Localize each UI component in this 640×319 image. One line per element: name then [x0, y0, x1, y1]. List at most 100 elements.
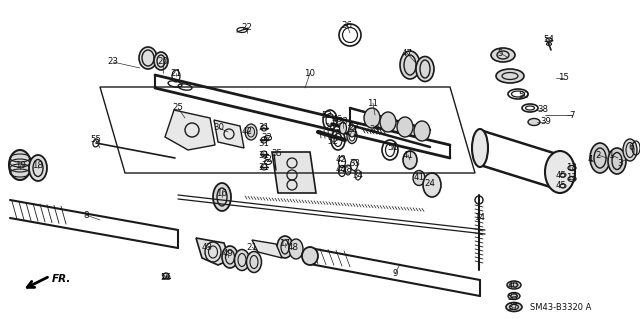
- Ellipse shape: [289, 239, 303, 259]
- Text: SM43-B3320 A: SM43-B3320 A: [530, 303, 591, 313]
- Ellipse shape: [491, 48, 515, 62]
- Ellipse shape: [403, 151, 417, 169]
- Text: 33: 33: [337, 116, 349, 125]
- Ellipse shape: [608, 148, 626, 174]
- Text: 30: 30: [214, 123, 225, 132]
- Ellipse shape: [234, 249, 250, 271]
- Text: 46: 46: [332, 115, 342, 124]
- Text: 22: 22: [241, 24, 253, 33]
- Text: 31: 31: [259, 164, 269, 173]
- Text: 45: 45: [556, 181, 566, 189]
- Ellipse shape: [154, 52, 168, 70]
- Ellipse shape: [277, 236, 293, 258]
- Ellipse shape: [414, 121, 430, 141]
- Text: 5: 5: [497, 48, 503, 57]
- Text: 24: 24: [424, 179, 435, 188]
- Polygon shape: [272, 152, 316, 193]
- Text: 36: 36: [342, 20, 353, 29]
- Text: 18: 18: [33, 160, 44, 169]
- Text: 1: 1: [608, 151, 614, 160]
- Text: 39: 39: [541, 117, 552, 127]
- Ellipse shape: [380, 112, 396, 132]
- Ellipse shape: [545, 151, 575, 193]
- Ellipse shape: [245, 124, 257, 140]
- Ellipse shape: [590, 143, 610, 173]
- Text: 14: 14: [474, 213, 486, 222]
- Text: 4: 4: [588, 155, 593, 165]
- Ellipse shape: [163, 273, 169, 279]
- Text: 32: 32: [262, 132, 273, 142]
- Ellipse shape: [302, 247, 318, 265]
- Ellipse shape: [472, 129, 488, 167]
- Text: 26: 26: [324, 123, 335, 132]
- Text: 15: 15: [559, 73, 570, 83]
- Text: 20: 20: [157, 57, 168, 66]
- Text: 3: 3: [617, 159, 623, 167]
- Text: 32: 32: [262, 155, 273, 165]
- Text: 8: 8: [83, 211, 89, 219]
- Text: 6: 6: [628, 144, 634, 152]
- Text: 47: 47: [401, 48, 413, 57]
- Text: 56: 56: [161, 272, 172, 281]
- Ellipse shape: [423, 173, 441, 197]
- Text: 54: 54: [543, 35, 554, 44]
- Text: 34: 34: [353, 170, 364, 180]
- Text: 17: 17: [280, 239, 291, 248]
- Text: 29: 29: [369, 125, 380, 135]
- Ellipse shape: [413, 170, 425, 186]
- Polygon shape: [214, 120, 244, 148]
- Text: 55: 55: [90, 136, 102, 145]
- Ellipse shape: [397, 117, 413, 137]
- Text: 31: 31: [259, 138, 269, 147]
- Text: 10: 10: [305, 69, 316, 78]
- Polygon shape: [252, 240, 282, 258]
- Text: 43: 43: [202, 242, 212, 251]
- Text: 21: 21: [170, 69, 182, 78]
- Ellipse shape: [222, 246, 238, 268]
- Ellipse shape: [246, 251, 262, 272]
- Ellipse shape: [400, 51, 420, 79]
- Text: 37: 37: [508, 302, 518, 311]
- Text: 41: 41: [413, 174, 424, 182]
- Ellipse shape: [213, 183, 231, 211]
- Text: 16: 16: [216, 189, 227, 197]
- Text: 45: 45: [556, 170, 566, 180]
- Text: 48: 48: [287, 242, 298, 251]
- Text: 38: 38: [538, 106, 548, 115]
- Text: 33: 33: [349, 159, 360, 167]
- Ellipse shape: [507, 281, 521, 289]
- Text: 31: 31: [259, 151, 269, 160]
- Ellipse shape: [506, 302, 522, 311]
- Text: 28: 28: [342, 165, 353, 174]
- Text: 44: 44: [335, 165, 346, 174]
- Text: 9: 9: [392, 270, 397, 278]
- Text: 13: 13: [566, 174, 577, 182]
- Text: 53: 53: [508, 293, 518, 301]
- Text: 23: 23: [108, 57, 118, 66]
- Polygon shape: [165, 110, 215, 150]
- Ellipse shape: [349, 125, 355, 137]
- Ellipse shape: [139, 47, 157, 69]
- Text: 12: 12: [346, 125, 358, 135]
- Ellipse shape: [623, 139, 637, 161]
- Text: 19: 19: [15, 160, 26, 169]
- Text: 2: 2: [595, 151, 601, 160]
- Ellipse shape: [416, 56, 434, 81]
- Text: 21: 21: [246, 242, 257, 251]
- Ellipse shape: [508, 293, 520, 300]
- Ellipse shape: [339, 122, 346, 134]
- Text: 27: 27: [349, 123, 360, 132]
- Text: 7: 7: [569, 110, 575, 120]
- Text: 50: 50: [518, 91, 529, 100]
- Text: 51: 51: [387, 144, 399, 152]
- Text: 49: 49: [223, 249, 234, 257]
- Text: 35: 35: [271, 149, 282, 158]
- Ellipse shape: [364, 108, 380, 128]
- Ellipse shape: [496, 69, 524, 83]
- Text: FR.: FR.: [52, 274, 72, 284]
- Text: 52: 52: [321, 110, 333, 120]
- Text: 11: 11: [367, 99, 378, 108]
- Text: 42: 42: [335, 155, 346, 165]
- Text: 31: 31: [259, 122, 269, 131]
- Text: 13: 13: [566, 162, 577, 172]
